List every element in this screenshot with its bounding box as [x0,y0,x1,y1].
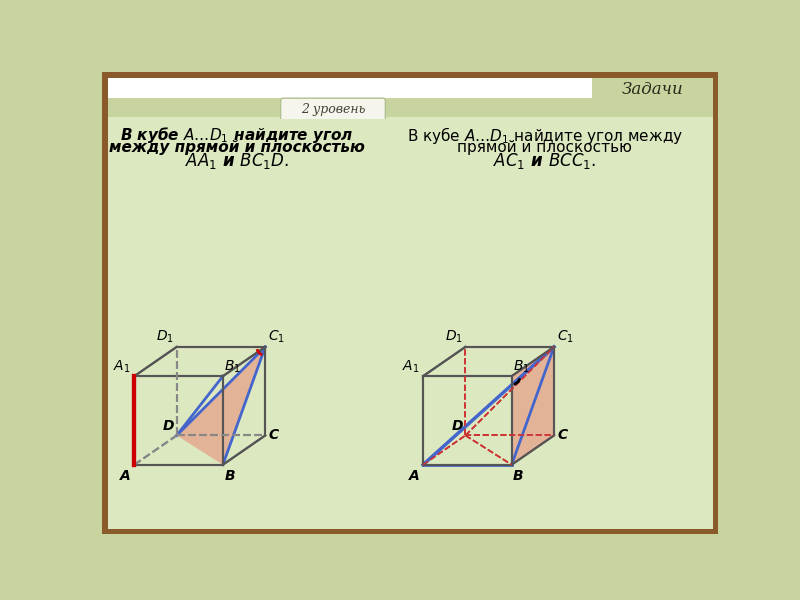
Text: $AC_1$ и $BCC_1.$: $AC_1$ и $BCC_1.$ [494,151,596,172]
Text: прямой и плоскостью: прямой и плоскостью [458,140,632,155]
Text: В кубе $A\ldots D_1$ найдите угол между: В кубе $A\ldots D_1$ найдите угол между [406,125,683,146]
FancyBboxPatch shape [281,98,386,121]
Text: $C_1$: $C_1$ [557,329,574,346]
Text: $A_1$: $A_1$ [402,358,419,374]
FancyBboxPatch shape [106,77,592,98]
Text: $C_1$: $C_1$ [268,329,286,346]
Text: D: D [163,419,174,433]
Text: A: A [120,469,130,484]
Text: B: B [513,469,524,484]
Polygon shape [177,347,266,464]
Text: между прямой и плоскостью: между прямой и плоскостью [109,140,365,155]
Text: Задачи: Задачи [622,81,683,98]
Text: D: D [452,419,463,433]
FancyBboxPatch shape [106,98,714,116]
FancyBboxPatch shape [592,77,714,103]
Text: В кубе $A\ldots D_1$ найдите угол: В кубе $A\ldots D_1$ найдите угол [120,125,354,145]
Text: A: A [409,469,419,484]
Text: $AA_1$ и $BC_1D.$: $AA_1$ и $BC_1D.$ [185,151,289,172]
Text: $B_1$: $B_1$ [513,358,530,374]
Text: C: C [557,428,567,442]
Text: $B_1$: $B_1$ [225,358,241,374]
Text: C: C [268,428,278,442]
FancyBboxPatch shape [106,119,714,529]
FancyBboxPatch shape [106,77,714,529]
Text: $D_1$: $D_1$ [157,329,174,346]
Text: 2 уровень: 2 уровень [301,103,365,116]
Polygon shape [512,347,554,464]
Text: B: B [225,469,235,484]
Text: $A_1$: $A_1$ [113,358,130,374]
Text: $D_1$: $D_1$ [445,329,463,346]
